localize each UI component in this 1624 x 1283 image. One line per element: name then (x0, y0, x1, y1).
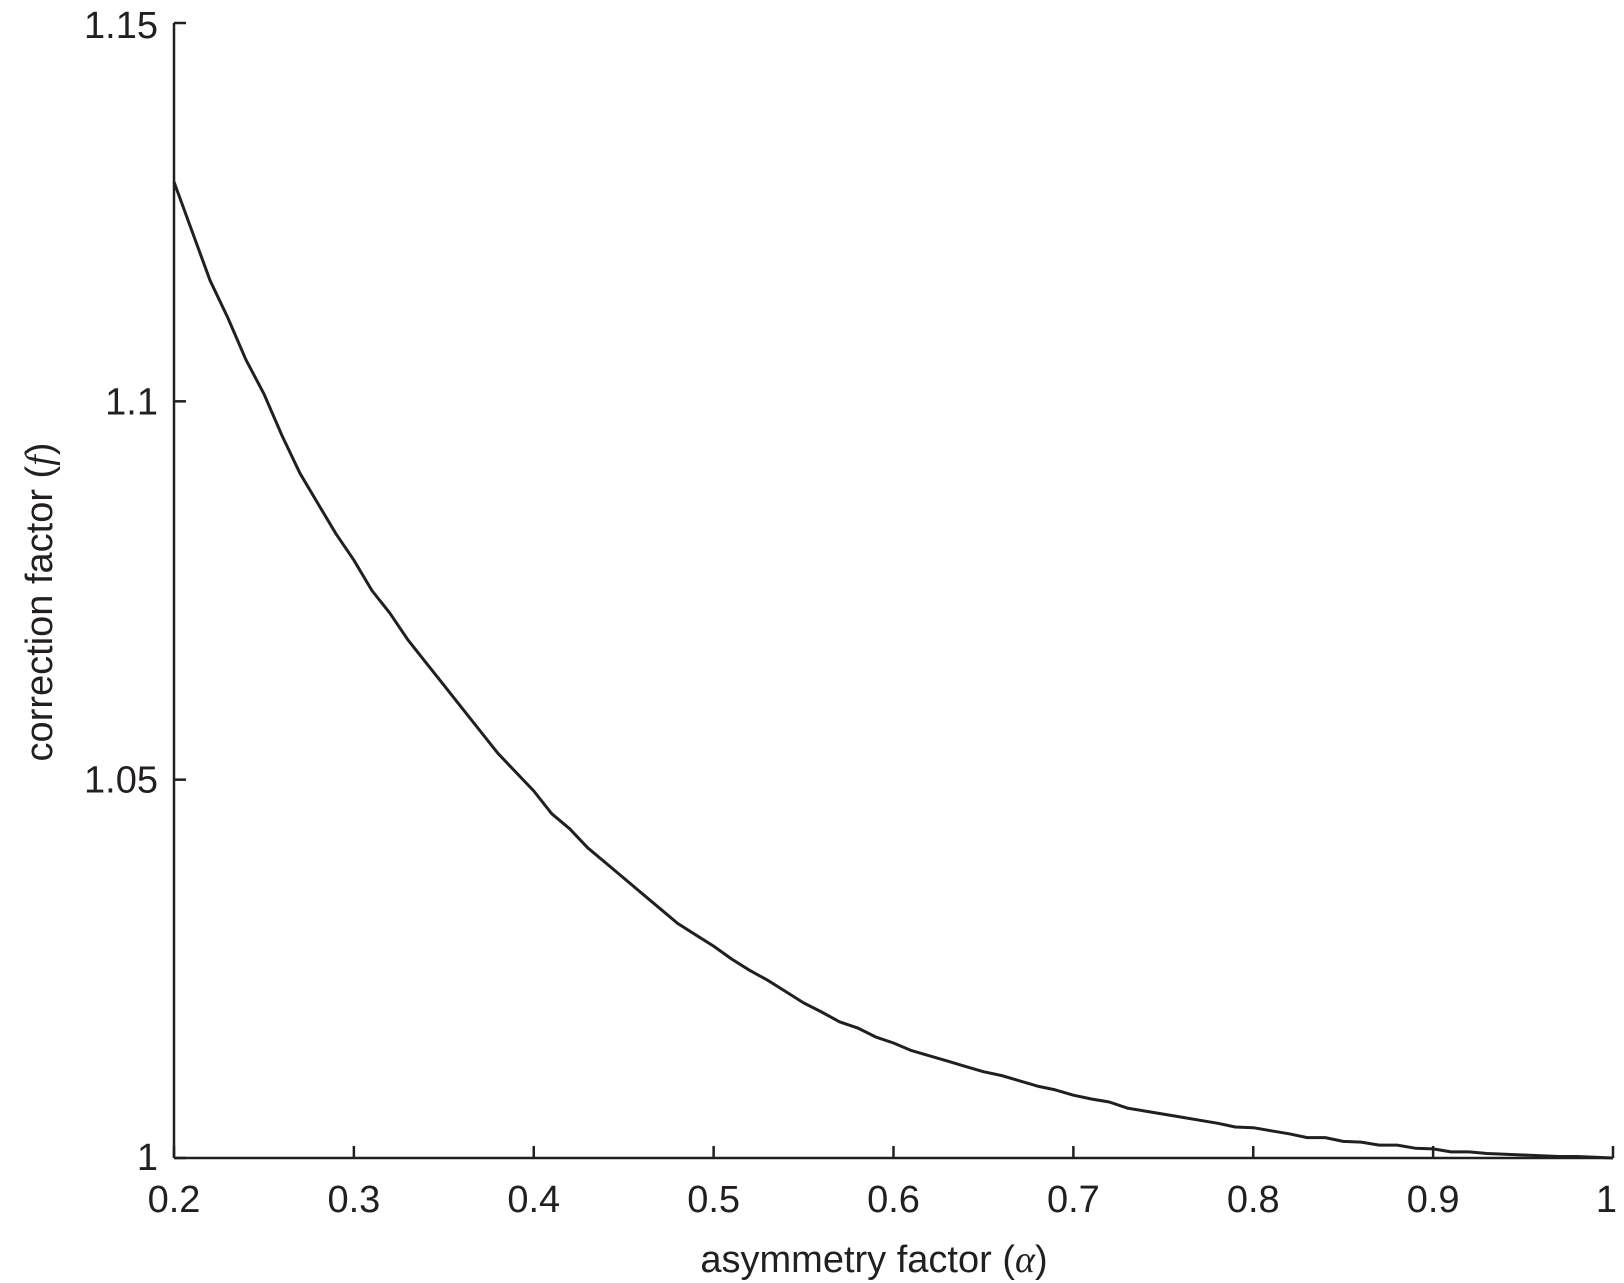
x-tick-label: 0.7 (1047, 1179, 1100, 1221)
x-tick-label: 0.5 (687, 1179, 740, 1221)
y-tick-label: 1.1 (105, 381, 158, 423)
y-tick-label: 1.05 (84, 760, 158, 802)
x-tick-label: 0.3 (327, 1179, 380, 1221)
y-axis-label: correction factor (f) (19, 443, 61, 762)
y-tick-label: 1.15 (84, 5, 158, 47)
x-axis-label: asymmetry factor (α) (700, 1239, 1047, 1281)
x-tick-label: 0.4 (507, 1179, 560, 1221)
axes (172, 23, 1613, 1160)
x-tick-label: 0.8 (1227, 1179, 1280, 1221)
y-axis-ticks: 1 1.05 1.1 1.15 (84, 5, 186, 1179)
y-tick-label: 1 (137, 1137, 158, 1179)
x-tick-label: 0.9 (1407, 1179, 1460, 1221)
plot-lines (172, 181, 1614, 1160)
x-tick-label: 0.6 (867, 1179, 920, 1221)
x-axis-ticks: 0.2 0.3 0.4 0.5 0.6 0.7 0.8 0.9 1 (148, 1146, 1617, 1221)
series-line-0 (172, 181, 1614, 1160)
x-tick-label: 1 (1596, 1179, 1617, 1221)
x-tick-label: 0.2 (148, 1179, 201, 1221)
